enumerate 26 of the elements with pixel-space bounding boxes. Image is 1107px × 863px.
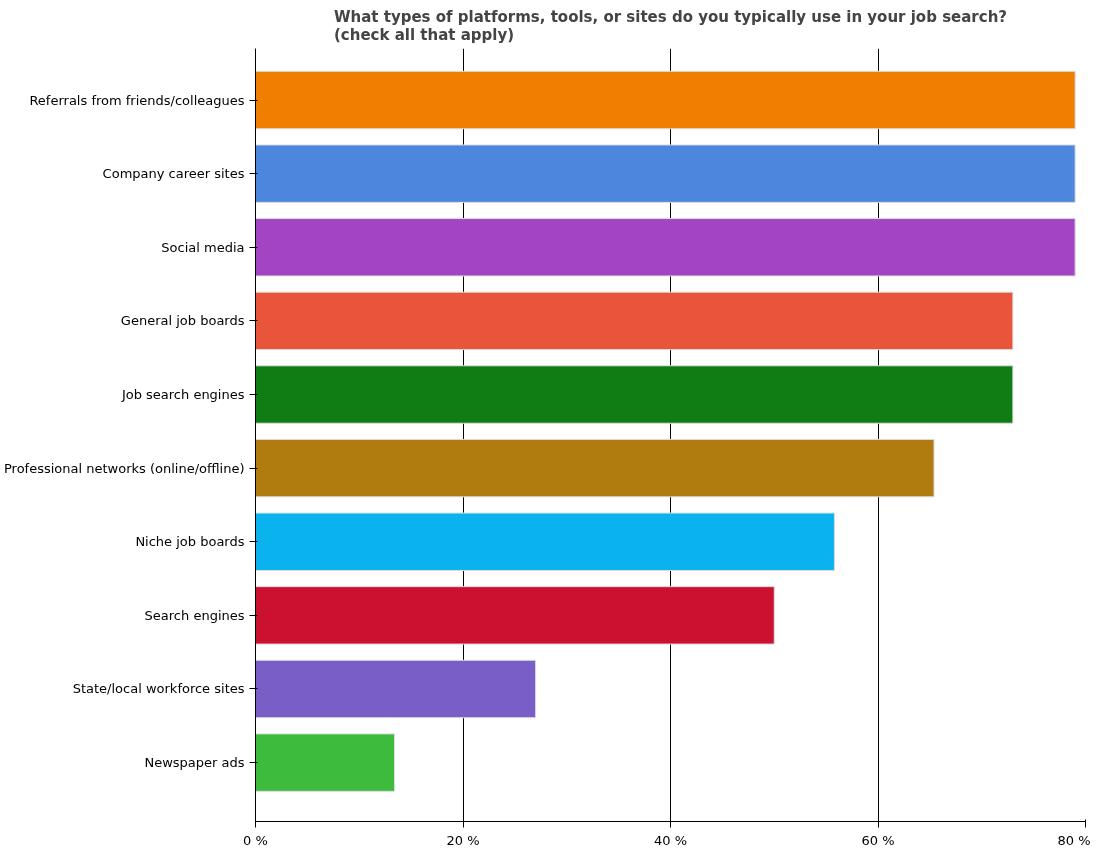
y-tick-label: Newspaper ads xyxy=(144,755,245,771)
bar xyxy=(255,291,1014,351)
bar xyxy=(255,144,1076,203)
x-tick-label: 80 % xyxy=(1057,832,1091,848)
bar xyxy=(255,512,835,571)
bar xyxy=(255,659,537,719)
y-tick-label: General job boards xyxy=(120,313,245,329)
bar xyxy=(255,365,1014,424)
y-tick-label: Niche job boards xyxy=(135,534,245,550)
y-tick-label: Company career sites xyxy=(102,166,245,182)
x-tick-label: 60 % xyxy=(861,832,895,848)
y-tick-label: State/local workforce sites xyxy=(72,681,245,697)
bar xyxy=(255,586,775,645)
x-tick-label: 20 % xyxy=(446,832,480,848)
x-tick-label: 0 % xyxy=(243,832,268,848)
bar xyxy=(255,218,1076,277)
y-tick-label: Job search engines xyxy=(120,387,245,403)
y-tick-label: Social media xyxy=(161,239,245,255)
chart-title: What types of platforms, tools, or sites do you typically use in your job search? (check all that apply) xyxy=(333,7,1008,44)
x-tick-label: 40 % xyxy=(653,832,688,848)
bar xyxy=(255,70,1076,130)
y-tick-label: Referrals from friends/colleagues xyxy=(29,92,245,108)
y-tick-label: Professional networks (online/offline) xyxy=(3,460,245,476)
bar xyxy=(255,733,396,792)
bar xyxy=(255,438,935,498)
y-tick-label: Search engines xyxy=(144,607,245,623)
